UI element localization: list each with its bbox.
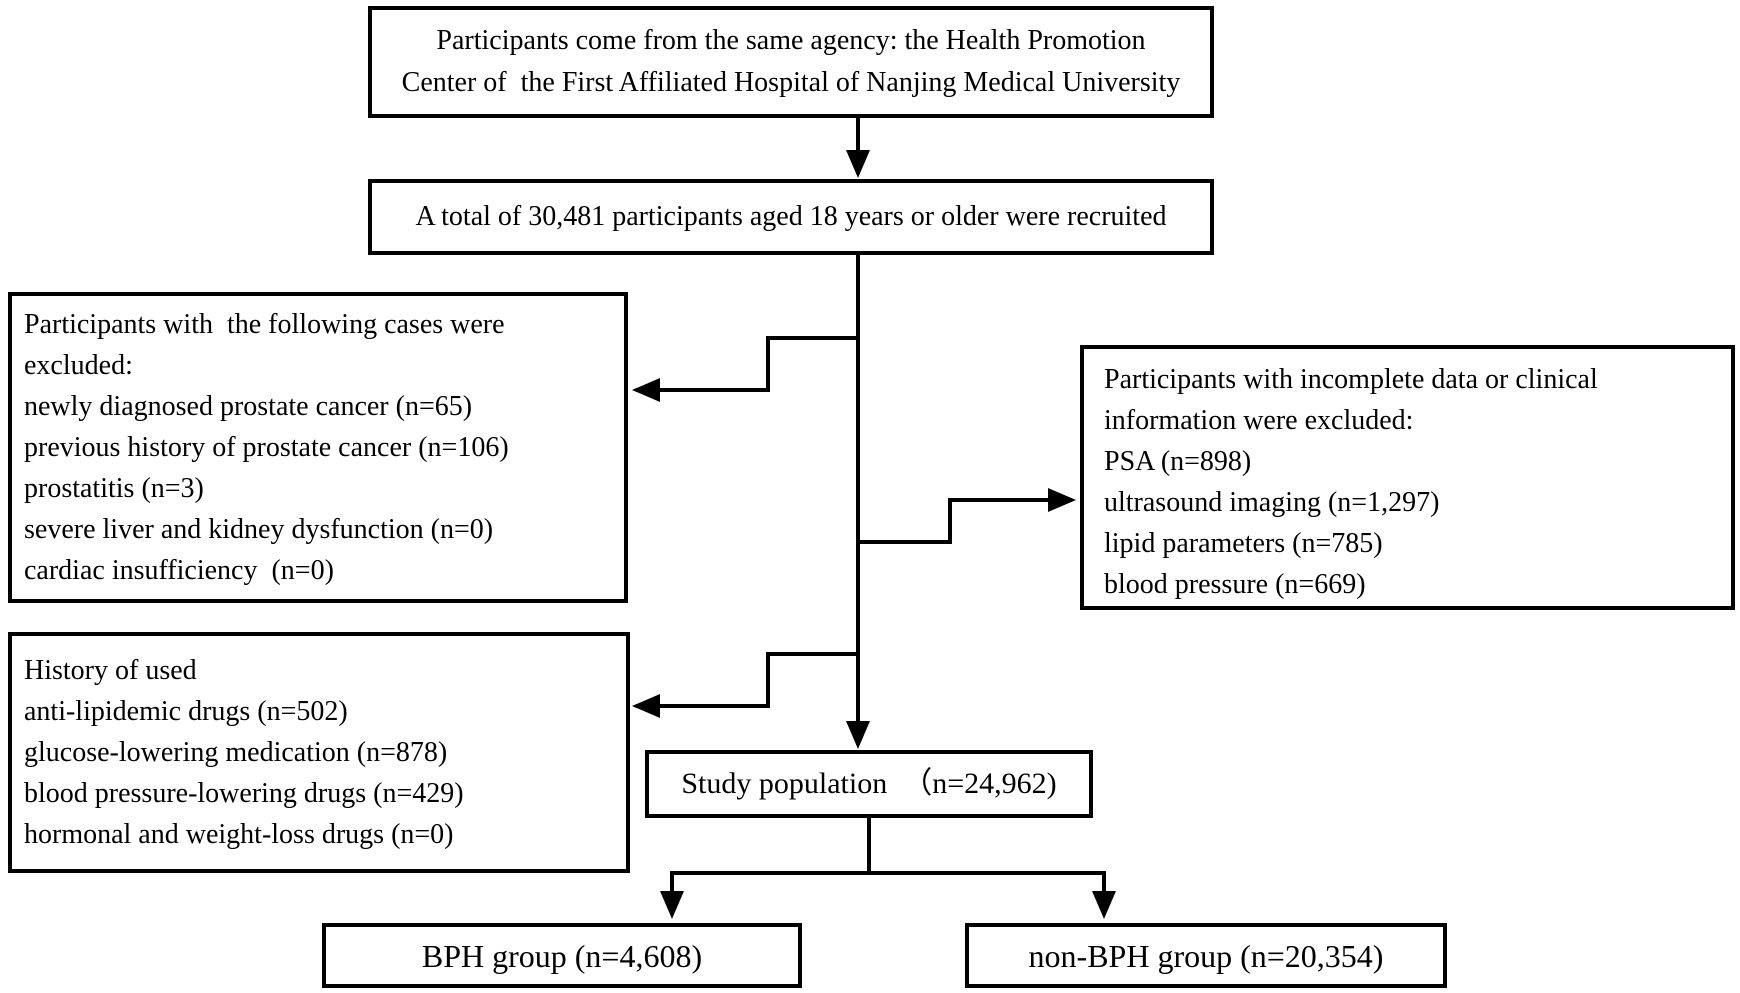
- excluded-cases-line: newly diagnosed prostate cancer (n=65): [24, 391, 473, 422]
- medication-history-line: hormonal and weight-loss drugs (n=0): [24, 819, 454, 850]
- source-agency-box: Participants come from the same agency: …: [368, 6, 1214, 118]
- incomplete-data-line: ultrasound imaging (n=1,297): [1104, 487, 1440, 518]
- excluded-cases-line: Participants with the following cases we…: [24, 309, 505, 340]
- arrow-branch-to-medication-history: [632, 652, 858, 718]
- arrow-branch-to-incomplete-data: [858, 488, 1076, 544]
- bph-group-box: BPH group (n=4,608): [322, 923, 802, 988]
- arrow-branch-to-excluded-cases: [632, 336, 858, 402]
- study-population-box: Study population （n=24,962): [645, 750, 1093, 818]
- medication-history-line: History of used: [24, 655, 197, 686]
- source-agency-line-1: Participants come from the same agency: …: [436, 25, 1146, 56]
- medication-history-line: glucose-lowering medication (n=878): [24, 737, 448, 768]
- incomplete-data-line: information were excluded:: [1104, 405, 1414, 436]
- incomplete-data-line: PSA (n=898): [1104, 446, 1252, 477]
- medication-history-box: History of used anti-lipidemic drugs (n=…: [8, 632, 630, 873]
- study-population-text: Study population （n=24,962): [681, 767, 1057, 800]
- medication-history-line: blood pressure-lowering drugs (n=429): [24, 778, 464, 809]
- incomplete-data-line: blood pressure (n=669): [1104, 569, 1366, 600]
- excluded-cases-line: previous history of prostate cancer (n=1…: [24, 432, 509, 463]
- incomplete-data-box: Participants with incomplete data or cli…: [1080, 345, 1735, 610]
- non-bph-group-box: non-BPH group (n=20,354): [965, 923, 1447, 988]
- bph-group-text: BPH group (n=4,608): [421, 937, 703, 974]
- incomplete-data-line: lipid parameters (n=785): [1104, 528, 1383, 559]
- excluded-cases-box: Participants with the following cases we…: [8, 292, 628, 603]
- incomplete-data-line: Participants with incomplete data or cli…: [1104, 364, 1598, 395]
- medication-history-line: anti-lipidemic drugs (n=502): [24, 696, 348, 727]
- excluded-cases-line: excluded:: [24, 350, 133, 381]
- recruited-box: A total of 30,481 participants aged 18 y…: [368, 179, 1214, 255]
- excluded-cases-line: cardiac insufficiency (n=0): [24, 555, 334, 586]
- non-bph-group-text: non-BPH group (n=20,354): [1028, 937, 1384, 974]
- excluded-cases-line: prostatitis (n=3): [24, 473, 204, 504]
- recruited-text: A total of 30,481 participants aged 18 y…: [415, 201, 1167, 232]
- source-agency-line-2: Center of the First Affiliated Hospital …: [401, 67, 1181, 98]
- excluded-cases-line: severe liver and kidney dysfunction (n=0…: [24, 514, 494, 545]
